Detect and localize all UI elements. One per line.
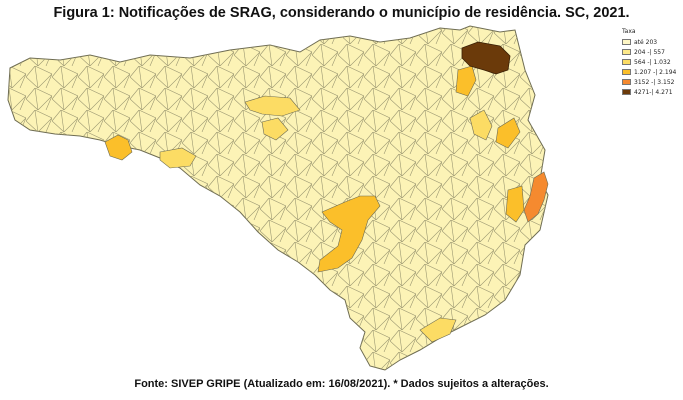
municipality-rate-1207-2194-west (104, 134, 133, 161)
municipality-rate-4271-joinville (461, 41, 511, 75)
municipality-rate-1207-2194-north (455, 65, 477, 97)
legend-swatch (622, 39, 631, 45)
choropleth-map (7, 25, 549, 371)
legend-label: 564 -| 1.032 (634, 58, 671, 66)
legend-label: 1.207 -| 2.194 (634, 68, 677, 76)
legend-swatch (622, 49, 631, 55)
municipality-rate-564-1032-a (159, 147, 197, 169)
legend-item: 564 -| 1.032 (622, 57, 682, 67)
legend-item: 3152 -| 3.152 (622, 77, 682, 87)
municipality-rate-3152-island (523, 171, 549, 223)
municipality-rate-564-1032-d (469, 109, 493, 141)
legend-label: 204 -| 557 (634, 48, 665, 56)
source-note: Fonte: SIVEP GRIPE (Atualizado em: 16/08… (134, 378, 549, 390)
legend-title: Taxa (622, 28, 636, 35)
legend-item: 204 -| 557 (622, 47, 682, 57)
municipality-rate-564-1032-c (261, 117, 289, 141)
municipality-rate-1207-2194-coast (495, 117, 521, 149)
municipality-rate-1207-2194-south-coast (505, 185, 525, 223)
municipality-rate-564-1032-b (244, 95, 301, 117)
legend-item: 1.207 -| 2.194 (622, 67, 682, 77)
figure-title: Figura 1: Notificações de SRAG, consider… (53, 5, 630, 21)
legend-label: 4271-| 4.271 (634, 88, 673, 96)
legend-swatch (622, 79, 631, 85)
municipality-rate-1207-2194-center (317, 195, 381, 273)
legend-label: até 203 (634, 38, 658, 46)
legend-item: até 203 (622, 37, 682, 47)
legend-swatch (622, 69, 631, 75)
legend-swatch (622, 89, 631, 95)
legend-item: 4271-| 4.271 (622, 87, 682, 97)
legend-label: 3152 -| 3.152 (634, 78, 675, 86)
municipality-rate-564-1032-south (419, 317, 457, 343)
legend-swatch (622, 59, 631, 65)
map-legend: Taxa até 203 204 -| 557 564 -| 1.032 1.2… (622, 28, 682, 97)
